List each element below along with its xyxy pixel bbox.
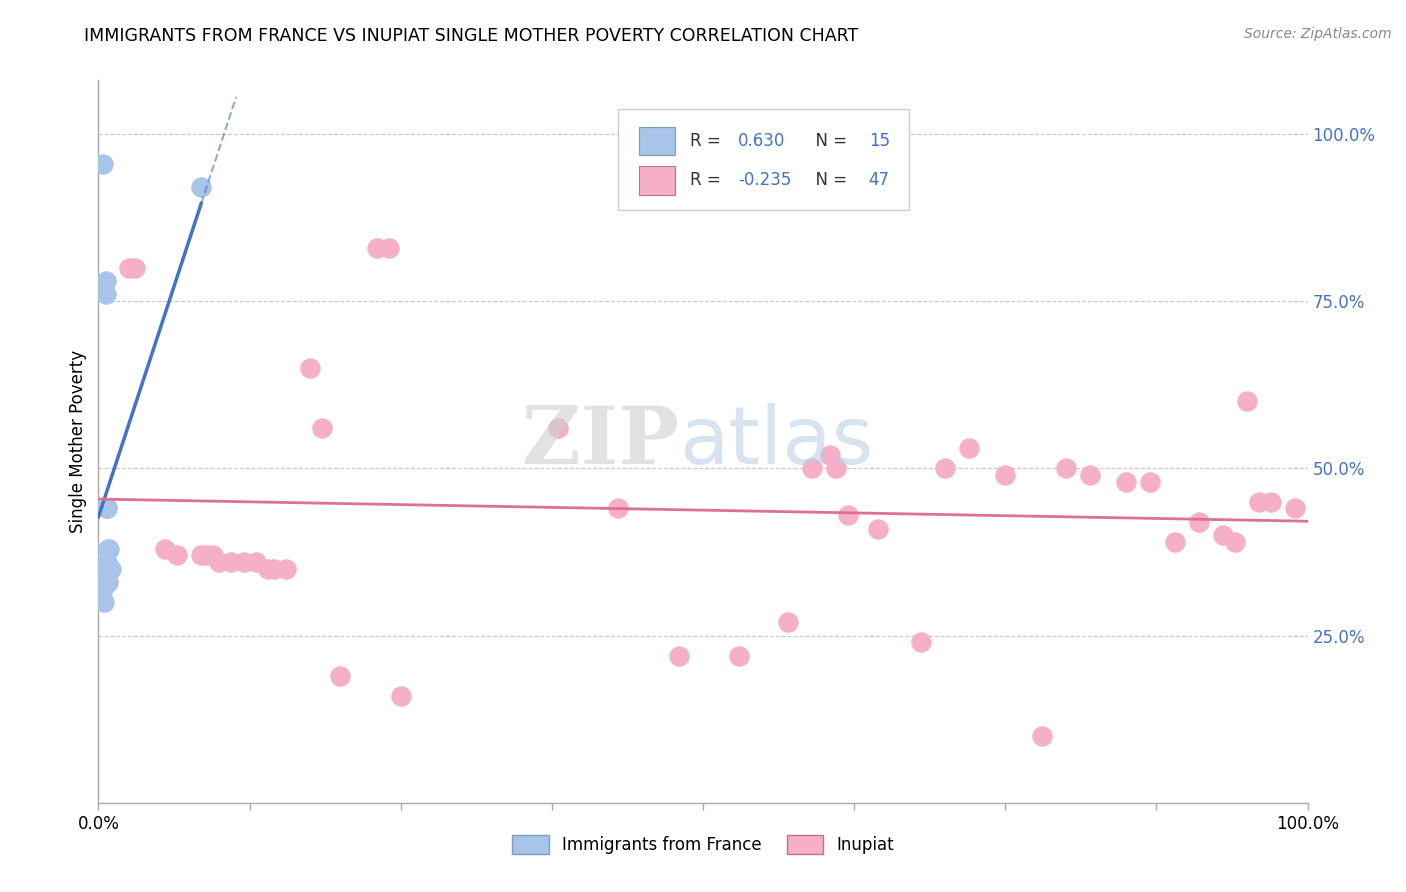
Point xyxy=(96,501,118,516)
Point xyxy=(190,548,212,563)
Point xyxy=(1139,475,1161,489)
Point xyxy=(818,448,841,462)
Text: Source: ZipAtlas.com: Source: ZipAtlas.com xyxy=(1244,27,1392,41)
Point xyxy=(94,568,117,582)
Point xyxy=(245,555,267,569)
Point xyxy=(934,461,956,475)
Point xyxy=(1284,501,1306,516)
Point xyxy=(118,260,141,275)
Point xyxy=(232,555,254,569)
Point xyxy=(96,555,118,569)
Point xyxy=(96,501,118,516)
Point xyxy=(1223,534,1246,549)
Text: ZIP: ZIP xyxy=(522,402,679,481)
Legend: Immigrants from France, Inupiat: Immigrants from France, Inupiat xyxy=(508,830,898,860)
Point xyxy=(728,648,751,663)
Point xyxy=(1054,461,1077,475)
Point xyxy=(263,562,285,576)
Point xyxy=(1188,515,1211,529)
Point xyxy=(94,274,117,288)
Point xyxy=(91,157,114,171)
FancyBboxPatch shape xyxy=(638,127,675,155)
Point xyxy=(1078,467,1101,482)
Point xyxy=(124,260,146,275)
Point xyxy=(1163,534,1185,549)
Point xyxy=(94,287,117,301)
Point xyxy=(389,689,412,703)
Point xyxy=(607,501,630,516)
Point xyxy=(98,541,121,556)
Point xyxy=(221,555,243,569)
Point xyxy=(195,548,218,563)
Point xyxy=(1115,475,1137,489)
Text: -0.235: -0.235 xyxy=(738,171,792,189)
Point xyxy=(957,442,980,455)
Point xyxy=(311,421,333,435)
Point xyxy=(190,180,212,194)
Point xyxy=(668,648,690,663)
Point xyxy=(208,555,231,569)
Point xyxy=(1031,729,1053,743)
Point xyxy=(776,615,799,630)
Point xyxy=(329,669,352,683)
Text: IMMIGRANTS FROM FRANCE VS INUPIAT SINGLE MOTHER POVERTY CORRELATION CHART: IMMIGRANTS FROM FRANCE VS INUPIAT SINGLE… xyxy=(84,27,859,45)
Point xyxy=(97,541,120,556)
Point xyxy=(153,541,176,556)
Point xyxy=(100,562,122,576)
Point xyxy=(366,241,388,255)
Point xyxy=(825,461,848,475)
FancyBboxPatch shape xyxy=(619,109,908,211)
Text: N =: N = xyxy=(804,132,852,150)
Point xyxy=(547,421,569,435)
Point xyxy=(377,241,399,255)
Point xyxy=(91,582,114,596)
Point xyxy=(800,461,823,475)
Point xyxy=(299,361,322,376)
Point xyxy=(93,575,115,590)
Point xyxy=(274,562,297,576)
Text: N =: N = xyxy=(804,171,852,189)
Point xyxy=(910,635,932,649)
Point xyxy=(166,548,188,563)
Text: 0.630: 0.630 xyxy=(738,132,786,150)
Text: atlas: atlas xyxy=(679,402,873,481)
Text: 47: 47 xyxy=(869,171,890,189)
Text: R =: R = xyxy=(690,132,725,150)
FancyBboxPatch shape xyxy=(638,166,675,194)
Point xyxy=(256,562,278,576)
Point xyxy=(202,548,225,563)
Point xyxy=(994,467,1017,482)
Point xyxy=(868,521,890,535)
Point xyxy=(837,508,859,523)
Point xyxy=(1236,394,1258,409)
Point xyxy=(1260,494,1282,508)
Y-axis label: Single Mother Poverty: Single Mother Poverty xyxy=(69,350,87,533)
Text: R =: R = xyxy=(690,171,725,189)
Point xyxy=(93,595,115,609)
Text: 15: 15 xyxy=(869,132,890,150)
Point xyxy=(97,575,120,590)
Point xyxy=(1212,528,1234,542)
Point xyxy=(1249,494,1271,508)
